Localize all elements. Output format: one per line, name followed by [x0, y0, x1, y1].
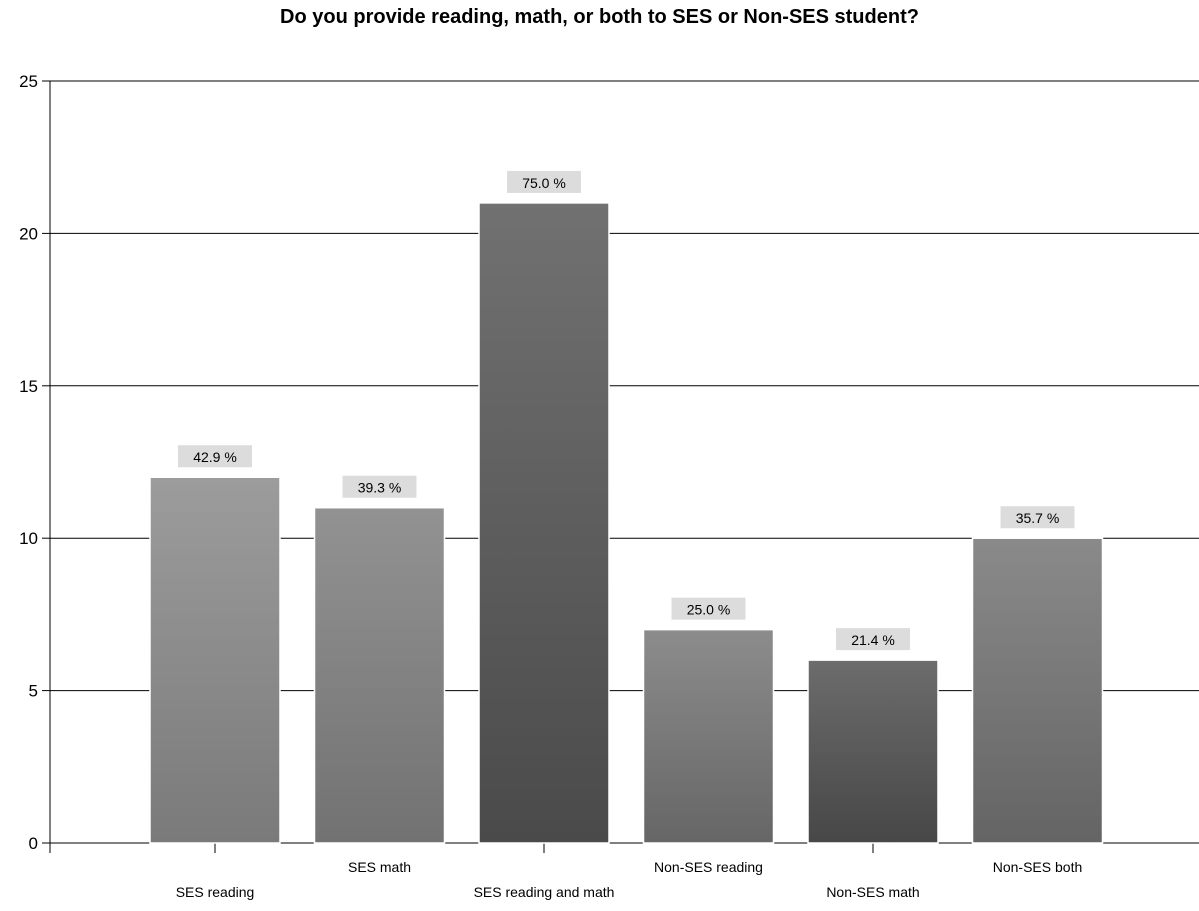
chart-title: Do you provide reading, math, or both to… [280, 6, 919, 28]
bar [642, 628, 775, 844]
y-tick-label: 5 [29, 682, 38, 701]
data-label: 35.7 % [1016, 510, 1060, 526]
data-label: 39.3 % [358, 480, 402, 496]
bars [149, 202, 1104, 844]
bar [149, 476, 281, 844]
data-labels: 42.9 % 39.3 % 75.0 % 25.0 % 21.4 % 35.7 % [178, 170, 1075, 651]
x-tick-label: Non-SES both [993, 859, 1083, 875]
bar [971, 537, 1104, 844]
data-label: 75.0 % [522, 175, 566, 191]
bar [478, 202, 610, 844]
y-tick-label: 0 [29, 834, 38, 853]
data-label-box [507, 170, 581, 193]
data-label-box [178, 445, 252, 468]
data-label-box [342, 475, 417, 498]
data-label-box [671, 597, 746, 620]
data-label: 25.0 % [687, 602, 731, 618]
category-labels: SES reading SES math SES reading and math N… [176, 859, 1083, 900]
x-tick-label: Non-SES math [826, 884, 919, 900]
x-tick-label: Non-SES reading [654, 859, 763, 875]
x-tick-label: SES reading [176, 884, 255, 900]
y-tick-label: 20 [19, 224, 38, 243]
bar [313, 506, 446, 844]
y-tick-label: 25 [19, 72, 38, 91]
x-tick-label: SES reading and math [474, 884, 615, 900]
data-label: 21.4 % [851, 632, 895, 648]
y-tick-label: 10 [19, 529, 38, 548]
data-label-box [1000, 506, 1075, 529]
data-label-box [836, 628, 910, 651]
x-tick-label: SES math [348, 859, 411, 875]
data-label: 42.9 % [193, 449, 237, 465]
bar [807, 659, 939, 844]
y-tick-label: 15 [19, 377, 38, 396]
